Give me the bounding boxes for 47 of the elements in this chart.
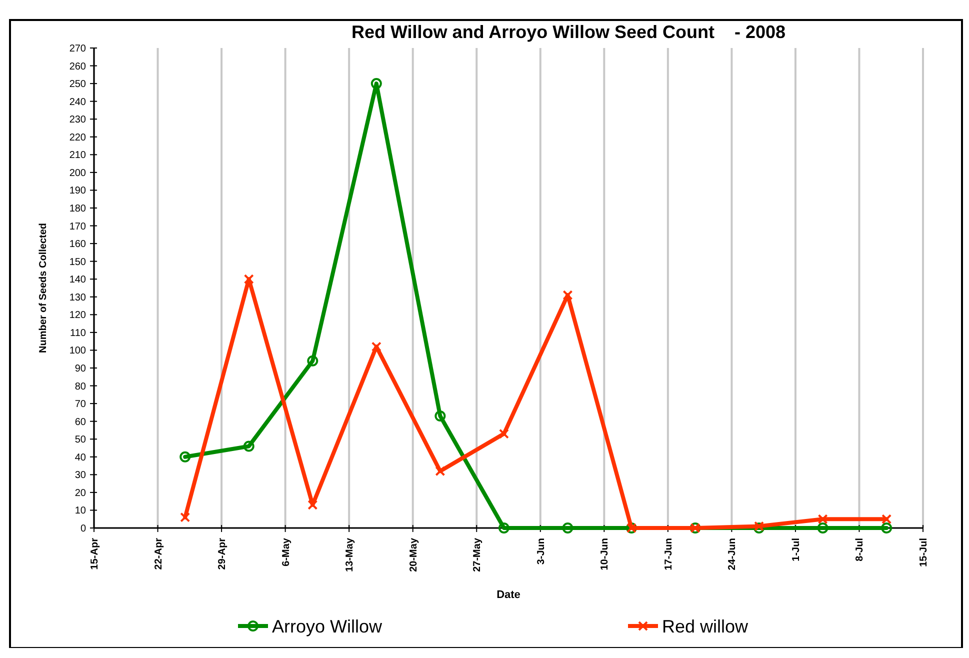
x-tick-label: 8-Jul <box>854 538 866 562</box>
y-tick-label: 160 <box>69 239 86 250</box>
x-tick-label: 6-May <box>280 538 292 566</box>
x-tick-label: 24-Jun <box>727 538 738 570</box>
y-tick-label: 130 <box>69 292 86 304</box>
x-tick-label: 13-May <box>344 538 356 572</box>
y-tick-label: 0 <box>80 524 86 534</box>
y-tick-label: 260 <box>69 61 86 72</box>
legend-label: Red willow <box>662 616 750 636</box>
y-tick-label: 220 <box>69 132 86 144</box>
y-axis-title: Number of Seeds Collected <box>38 222 49 354</box>
chart-title: Red Willow and Arroyo Willow Seed Count - 2008 <box>351 22 786 42</box>
y-tick-label: 250 <box>69 79 86 90</box>
y-tick-label: 120 <box>69 310 86 322</box>
y-tick-label: 240 <box>69 96 86 108</box>
y-tick-label: 100 <box>69 346 86 357</box>
y-tick-label: 40 <box>74 452 86 464</box>
y-tick-label: 110 <box>70 328 86 339</box>
y-tick-label: 150 <box>69 256 86 268</box>
x-tick-label: 27-May <box>472 538 484 572</box>
y-tick-label: 170 <box>69 221 86 232</box>
x-tick-label: 15-Jul <box>918 538 930 567</box>
y-tick-label: 90 <box>74 364 86 374</box>
x-tick-label: 10-Jun <box>600 538 611 570</box>
y-tick-label: 10 <box>74 506 86 517</box>
x-tick-label: 22-Apr <box>153 538 164 570</box>
y-tick-label: 210 <box>69 150 86 162</box>
x-tick-label: 3-Jun <box>536 538 547 565</box>
x-tick-label: 20-May <box>408 538 420 572</box>
y-tick-label: 50 <box>74 434 86 446</box>
y-tick-label: 270 <box>69 44 86 54</box>
y-tick-label: 190 <box>69 186 86 197</box>
y-tick-label: 20 <box>74 488 86 499</box>
y-tick-label: 60 <box>74 416 86 428</box>
x-tick-label: 15-Apr <box>90 538 100 570</box>
y-tick-label: 80 <box>74 381 86 392</box>
x-tick-label: 17-Jun <box>663 538 674 570</box>
x-tick-label: 29-Apr <box>217 538 228 570</box>
x-axis-title: Date <box>496 589 520 601</box>
y-tick-label: 30 <box>74 470 86 482</box>
y-tick-label: 230 <box>69 114 86 126</box>
y-tick-label: 200 <box>69 168 86 179</box>
y-tick-label: 70 <box>74 399 86 410</box>
y-tick-label: 140 <box>69 274 86 286</box>
x-tick-label: 1-Jul <box>790 538 802 562</box>
legend-label: Arroyo Willow <box>272 616 384 636</box>
y-tick-label: 180 <box>69 204 86 214</box>
